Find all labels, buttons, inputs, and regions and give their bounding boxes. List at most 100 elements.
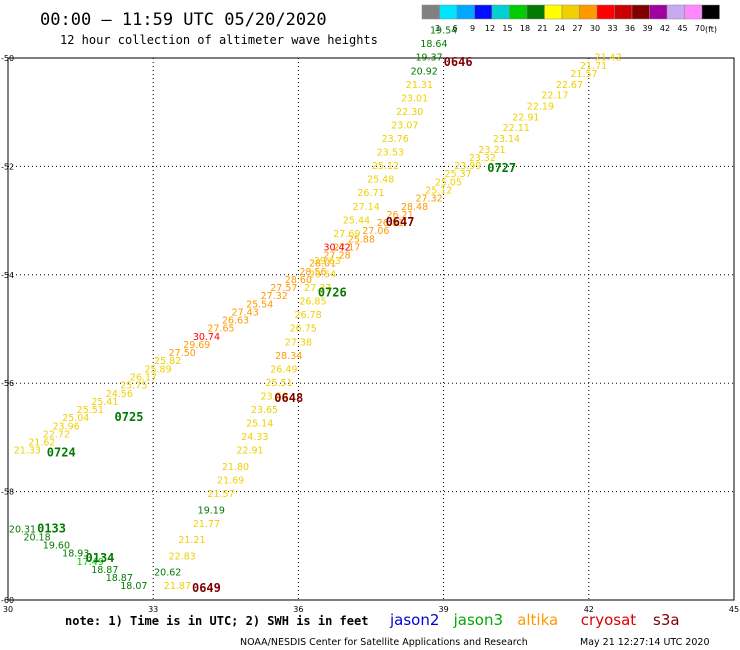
pass-time-label: 0726 <box>318 285 347 299</box>
swh-value-label: 25.89 <box>144 364 171 375</box>
swh-value-label: 20.92 <box>411 66 438 77</box>
y-tick-label: -56 <box>1 379 14 388</box>
swh-value-label: 27.37 <box>304 283 331 294</box>
legend-swatch <box>614 4 633 20</box>
swh-value-label: 22.91 <box>236 446 263 457</box>
swh-value-label: 21.31 <box>406 80 433 91</box>
swh-value-label: 23.21 <box>478 145 505 156</box>
swh-value-label: 21.57 <box>207 489 234 500</box>
x-tick-label: 42 <box>584 605 594 614</box>
swh-value-label: 30.74 <box>193 332 220 343</box>
swh-value-label: 21.80 <box>222 462 249 473</box>
satellite-label: s3a <box>653 611 680 629</box>
axis-ticks: 30 33 36 39 42 45 -50 -52 -54 -56 -58 -60 <box>1 54 739 614</box>
swh-value-label: 21.69 <box>217 475 244 486</box>
legend-swatch <box>666 4 685 20</box>
swh-value-label: 21.21 <box>178 535 205 546</box>
swh-value-label: 22.30 <box>396 107 423 118</box>
legend-swatch <box>474 4 493 20</box>
satellite-label: cryosat <box>581 611 636 629</box>
legend-label: 15 <box>502 24 512 33</box>
swh-value-label: 23.50 <box>261 391 288 402</box>
swh-value-label: 19.60 <box>43 541 70 552</box>
swh-value-label: 18.93 <box>62 549 89 560</box>
swh-value-label: 27.14 <box>353 202 380 213</box>
pass-time-label: 0727 <box>487 161 516 175</box>
swh-value-label: 28.34 <box>275 351 302 362</box>
swh-value-label: 22.19 <box>527 101 554 112</box>
swh-value-label: 27.32 <box>261 291 288 302</box>
swh-value-label: 22.67 <box>556 80 583 91</box>
pass-time-label: 0724 <box>47 445 76 459</box>
legend-swatch <box>684 4 703 20</box>
swh-value-label: 18.07 <box>120 581 147 592</box>
legend-swatch <box>526 4 545 20</box>
swh-value-label: 19.54 <box>430 26 457 37</box>
swh-value-label: 25.75 <box>120 381 147 392</box>
swh-value-label: 26.71 <box>357 188 384 199</box>
swh-value-label: 22.17 <box>541 91 568 102</box>
legend-label: 27 <box>572 24 582 33</box>
swh-value-label: 25.51 <box>265 378 292 389</box>
swh-value-label: 21.62 <box>28 438 55 449</box>
legend-label: 70 <box>695 24 705 33</box>
swh-value-label: 23.07 <box>391 120 418 131</box>
swh-value-label: 23.01 <box>401 93 428 104</box>
legend-swatch <box>509 4 528 20</box>
swh-value-label: 19.37 <box>415 53 442 64</box>
swh-value-label: 17.49 <box>77 557 104 568</box>
swh-value-label: 27.32 <box>415 194 442 205</box>
swh-value-label: 26.49 <box>270 364 297 375</box>
swh-value-label: 26.78 <box>294 310 321 321</box>
swh-value-label: 29.69 <box>183 340 210 351</box>
pass-time-label: 0648 <box>274 391 303 405</box>
swh-value-label: 28.48 <box>401 202 428 213</box>
satellite-label: jason3 <box>453 611 503 629</box>
swh-value-label: 27.17 <box>333 242 360 253</box>
swh-value-label: 25.51 <box>77 405 104 416</box>
pass-time-label: 0134 <box>86 551 115 565</box>
swh-value-label: 26.75 <box>290 324 317 335</box>
swh-value-label: 29.54 <box>309 270 336 281</box>
swh-value-label: 30.42 <box>324 242 351 253</box>
swh-value-label: 27.65 <box>207 324 234 335</box>
color-legend: 3 6 9 12 15 18 21 24 27 30 33 36 39 42 45 70 <box>421 4 720 33</box>
pass-time-label: 0725 <box>115 410 144 424</box>
y-tick-label: -54 <box>1 271 14 280</box>
swh-value-label: 27.69 <box>333 229 360 240</box>
swh-value-label: 22.72 <box>43 429 70 440</box>
swh-value-label: 27.50 <box>169 348 196 359</box>
satellite-legend: jason2 jason3 altika cryosat s3a <box>389 611 680 629</box>
legend-label: 24 <box>555 24 565 33</box>
swh-value-label: 27.06 <box>362 226 389 237</box>
swh-value-label: 25.88 <box>348 234 375 245</box>
swh-value-label: 28.56 <box>299 267 326 278</box>
swh-value-label: 20.31 <box>9 524 36 535</box>
swh-value-label: 23.65 <box>251 405 278 416</box>
legend-swatch <box>456 4 475 20</box>
x-tick-label: 39 <box>439 605 449 614</box>
swh-value-label: 23.96 <box>52 421 79 432</box>
swh-value-label: 24.56 <box>106 389 133 400</box>
swh-value-label: 26.17 <box>130 372 157 383</box>
chart-subtitle: 12 hour collection of altimeter wave hei… <box>60 33 378 47</box>
swh-value-label: 25.14 <box>246 419 273 430</box>
swh-value-label: 21.33 <box>14 446 41 457</box>
footer-note: note: 1) Time is in UTC; 2) SWH is in fe… <box>65 614 368 628</box>
swh-value-label: 23.99 <box>454 161 481 172</box>
swh-value-label: 28.60 <box>285 275 312 286</box>
swh-value-label: 25.12 <box>425 186 452 197</box>
legend-swatch <box>421 4 440 20</box>
swh-value-label: 22.11 <box>503 123 530 134</box>
legend-label: 42 <box>660 24 670 33</box>
legend-swatch <box>491 4 510 20</box>
swh-value-label: 24.33 <box>241 432 268 443</box>
swh-value-label: 26.63 <box>222 316 249 327</box>
swh-value-label: 19.19 <box>198 505 225 516</box>
legend-swatch <box>561 4 580 20</box>
x-tick-label: 36 <box>293 605 303 614</box>
legend-label: 12 <box>485 24 495 33</box>
swh-value-label: 27.43 <box>232 307 259 318</box>
x-tick-label: 33 <box>148 605 158 614</box>
legend-label: 39 <box>642 24 652 33</box>
